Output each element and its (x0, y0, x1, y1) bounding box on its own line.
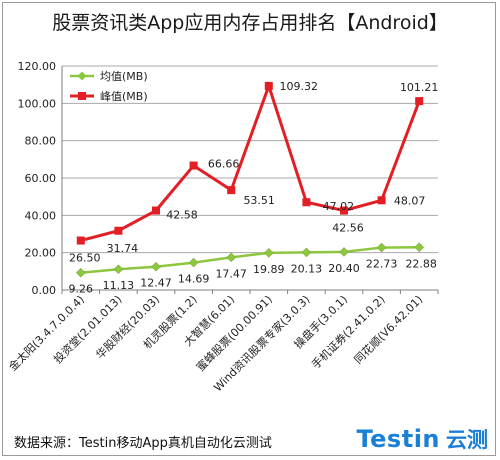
line-chart: 0.0020.0040.0060.0080.00100.00120.00金太阳(… (6, 60, 439, 394)
legend-mean-label: 均值(MB) (100, 70, 148, 83)
logo-chinese-text: 云测 (446, 428, 488, 452)
peak-point (189, 161, 198, 170)
mean-data-label: 14.69 (178, 273, 210, 286)
mean-data-label: 20.40 (328, 262, 360, 275)
peak-point (415, 97, 424, 106)
mean-data-label: 19.89 (253, 263, 285, 276)
mean-series-line (80, 246, 420, 274)
mean-data-label: 22.73 (366, 258, 398, 271)
peak-data-label: 47.02 (323, 200, 355, 213)
y-tick-label: 0.00 (32, 284, 57, 297)
peak-data-label: 42.58 (166, 209, 198, 222)
peak-data-label: 66.66 (208, 158, 240, 171)
peak-point (114, 226, 123, 235)
peak-data-label: 109.32 (280, 80, 319, 93)
mean-point (226, 252, 237, 263)
peak-point (302, 198, 311, 207)
mean-point (75, 267, 86, 278)
peak-data-label: 42.56 (332, 222, 364, 235)
mean-data-label: 12.47 (140, 277, 172, 290)
mean-data-label: 17.47 (215, 267, 247, 280)
peak-data-label: 26.50 (69, 252, 101, 265)
peak-data-label: 48.07 (394, 194, 426, 207)
mean-point (263, 248, 274, 258)
data-source-note: 数据来源：Testin移动App真机自动化云测试 (14, 436, 272, 451)
mean-point (151, 261, 161, 272)
mean-point (339, 247, 349, 257)
peak-point (227, 186, 236, 195)
legend-mean-marker (77, 71, 87, 81)
mean-point (414, 242, 425, 253)
peak-point (76, 236, 85, 245)
peak-data-label: 31.74 (107, 242, 139, 255)
mean-point (113, 264, 124, 275)
y-tick-label: 60.00 (25, 172, 57, 185)
y-tick-label: 120.00 (18, 60, 57, 73)
mean-data-label: 20.13 (291, 262, 323, 275)
legend-peak-marker (78, 92, 86, 100)
peak-point (264, 81, 273, 90)
y-tick-label: 100.00 (18, 97, 57, 110)
chart-title: 股票资讯类App应用内存占用排名【Android】 (52, 12, 448, 34)
peak-point (340, 206, 348, 215)
legend-peak-label: 峰值(MB) (100, 90, 148, 103)
peak-data-label: 53.51 (243, 194, 275, 207)
x-tick-label: 同花顺(V6.42.01) (352, 293, 426, 367)
peak-point (377, 196, 386, 205)
mean-point (376, 242, 387, 253)
mean-data-label: 9.26 (69, 283, 94, 296)
mean-data-label: 22.88 (405, 257, 437, 270)
mean-point (301, 247, 312, 258)
mean-point (188, 257, 199, 268)
y-tick-label: 80.00 (25, 135, 57, 148)
x-tick-label: 投资堂(2.01.013) (51, 292, 125, 366)
x-tick-label: 华股财经(20.03) (93, 292, 162, 361)
testin-logo: Testin 云测 (356, 424, 488, 454)
peak-data-label: 101.21 (400, 81, 439, 94)
y-tick-label: 40.00 (25, 209, 57, 222)
peak-point (152, 206, 160, 215)
peak-series-line (80, 81, 421, 242)
y-tick-label: 20.00 (25, 247, 57, 260)
mean-data-label: 11.13 (103, 279, 135, 292)
logo-wordmark: Testin (356, 425, 440, 453)
